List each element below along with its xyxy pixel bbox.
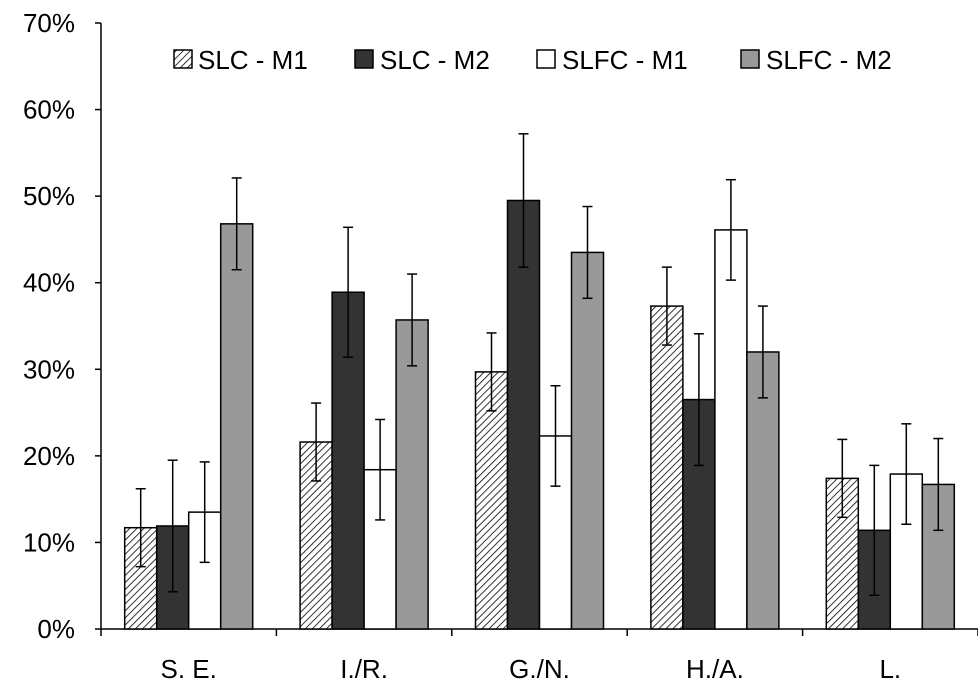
bar <box>474 371 509 630</box>
y-tick-label: 20% <box>23 441 75 471</box>
y-tick-label: 30% <box>23 354 75 384</box>
legend-swatch-slc-m2 <box>354 49 374 69</box>
y-ticks: 0% 10% 20% 30% 40% 50% 60% 70% <box>23 8 101 644</box>
legend-item-slfc-m1: SLFC - M1 <box>536 45 688 75</box>
legend-swatch-slfc-m2 <box>740 49 760 69</box>
legend-swatch-slc-m1 <box>173 49 193 69</box>
bar <box>395 319 429 630</box>
legend-swatch-slfc-m1 <box>536 49 556 69</box>
legend-label-slc-m1: SLC - M1 <box>198 45 308 75</box>
y-tick-label: 70% <box>23 8 75 38</box>
error-bars <box>135 133 944 596</box>
legend: SLC - M1 SLC - M2 SLFC - M1 SLFC - M2 <box>173 45 892 75</box>
y-tick-label: 10% <box>23 527 75 557</box>
y-tick-label: 60% <box>23 95 75 125</box>
y-tick-label: 50% <box>23 181 75 211</box>
x-tick-label: H./A. <box>686 654 744 684</box>
x-tick-label: S. E. <box>161 654 217 684</box>
y-tick-label: 40% <box>23 268 75 298</box>
legend-label-slfc-m2: SLFC - M2 <box>766 45 892 75</box>
bars <box>123 199 956 630</box>
y-tick-label: 0% <box>37 614 75 644</box>
x-tick-label: I./R. <box>340 654 388 684</box>
bar <box>219 223 254 630</box>
legend-item-slc-m1: SLC - M1 <box>173 45 308 75</box>
legend-label-slc-m2: SLC - M2 <box>380 45 490 75</box>
bar <box>714 229 748 630</box>
legend-label-slfc-m1: SLFC - M1 <box>562 45 688 75</box>
x-tick-label: L. <box>879 654 901 684</box>
legend-item-slc-m2: SLC - M2 <box>354 45 490 75</box>
x-tick-label: G./N. <box>509 654 570 684</box>
legend-item-slfc-m2: SLFC - M2 <box>740 45 892 75</box>
x-ticks: S. E. I./R. G./N. H./A. L. <box>100 629 978 684</box>
bar <box>570 251 605 630</box>
bar <box>650 305 684 630</box>
